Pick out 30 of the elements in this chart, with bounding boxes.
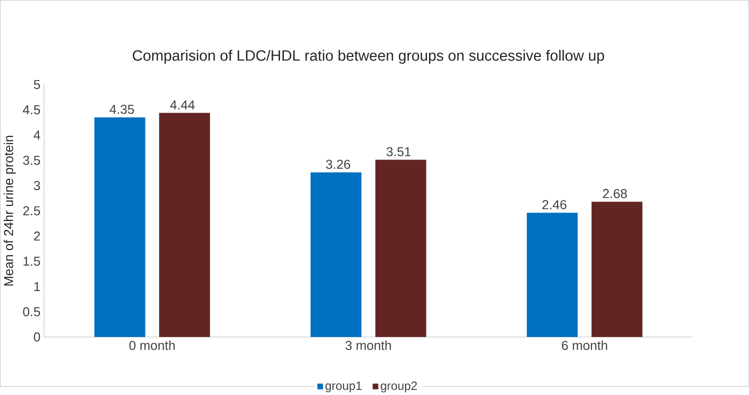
x-tick-label: 3 month bbox=[346, 340, 391, 350]
data-label: 4.35 bbox=[110, 104, 134, 114]
bar bbox=[310, 172, 362, 337]
legend-label: group1 bbox=[325, 381, 362, 392]
y-tick-label: 1 bbox=[34, 282, 40, 291]
bar bbox=[526, 212, 578, 337]
bar bbox=[375, 160, 426, 337]
y-axis-title: Mean of 24hr urine protein bbox=[4, 136, 16, 286]
y-tick-label: 2.5 bbox=[23, 206, 40, 216]
bar bbox=[159, 112, 210, 337]
y-tick-label: 4 bbox=[34, 130, 40, 140]
x-tick-label: 0 month bbox=[129, 340, 175, 350]
data-label: 4.44 bbox=[170, 100, 195, 110]
y-tick-label: 4.5 bbox=[22, 105, 40, 114]
y-tick-label: 0.5 bbox=[23, 306, 40, 316]
y-tick-label: 0 bbox=[34, 332, 40, 342]
y-tick-label: 3.5 bbox=[23, 156, 40, 165]
y-tick-label: 2 bbox=[34, 231, 40, 240]
legend-label: group2 bbox=[380, 381, 417, 392]
data-label: 3.26 bbox=[326, 160, 350, 169]
bar bbox=[94, 117, 146, 337]
y-tick-label: 1.5 bbox=[24, 256, 40, 266]
data-label: 3.51 bbox=[386, 146, 411, 156]
bar bbox=[592, 202, 642, 337]
chart-title: Comparision of LDC/HDL ratio between groups on successive follow up bbox=[132, 50, 604, 64]
data-label: 2.46 bbox=[542, 200, 566, 210]
data-label: 2.68 bbox=[602, 188, 627, 198]
y-tick-label: 5 bbox=[34, 80, 40, 89]
x-tick-label: 6 month bbox=[562, 340, 608, 350]
y-tick-label: 3 bbox=[34, 180, 40, 190]
